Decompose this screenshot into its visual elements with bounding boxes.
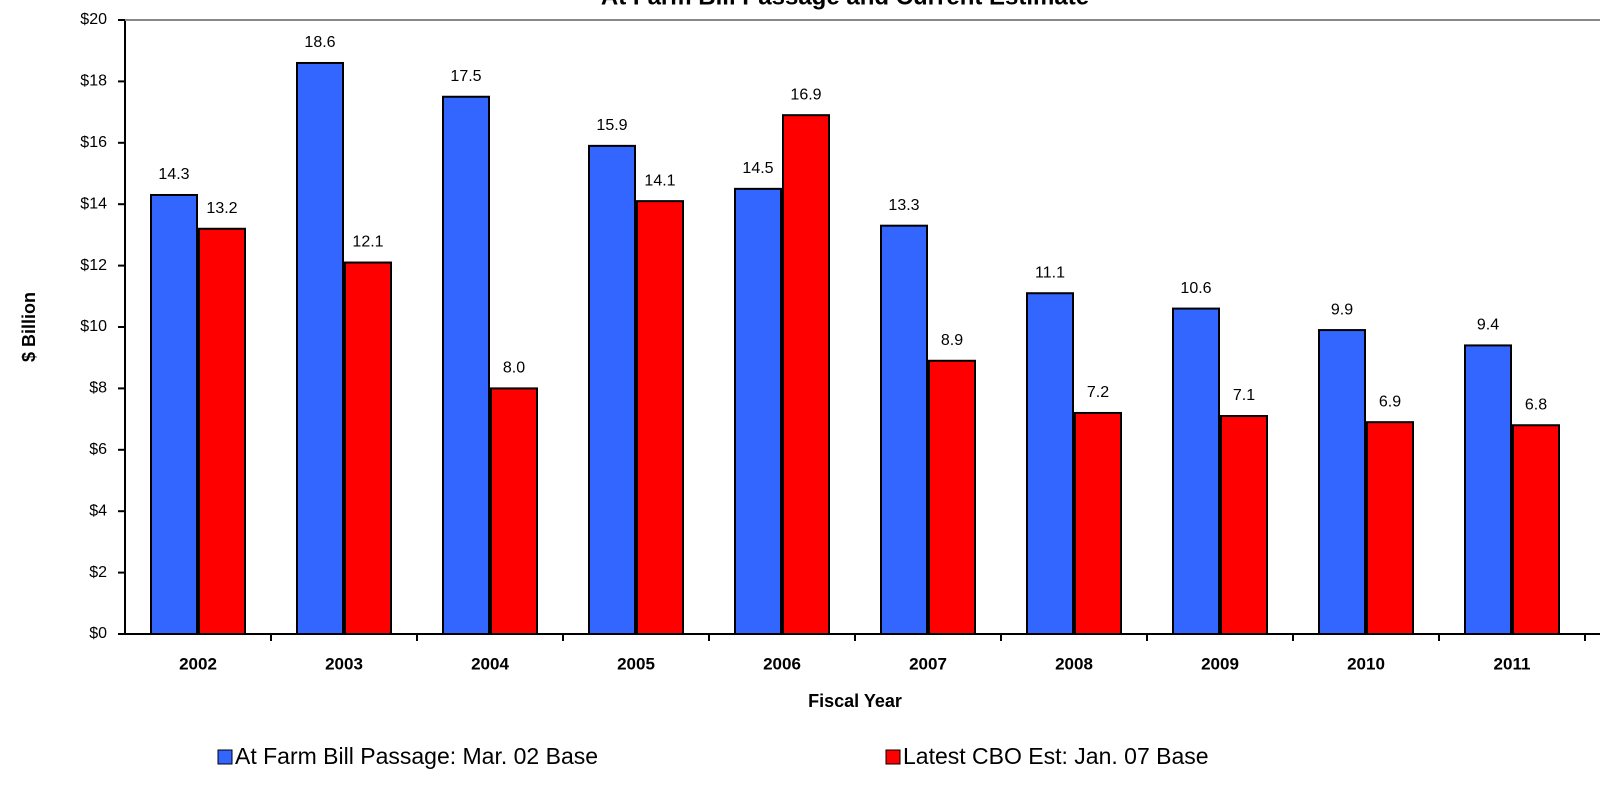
bar — [1220, 415, 1268, 635]
bar — [1318, 329, 1366, 635]
y-tick-label: $18 — [80, 73, 107, 90]
bar — [1464, 344, 1512, 635]
value-label: 7.1 — [1233, 387, 1255, 404]
x-tick-label: 2009 — [1201, 654, 1239, 673]
value-label: 10.6 — [1180, 280, 1211, 297]
value-label: 6.9 — [1379, 393, 1401, 410]
bar — [296, 61, 344, 636]
y-axis-title: $ Billion — [19, 292, 39, 362]
x-tick-label: 2002 — [179, 654, 217, 673]
bar — [150, 193, 198, 636]
bar — [442, 95, 490, 635]
chart-title: At Farm Bill Passage and Current Estimat… — [601, 0, 1089, 10]
value-label: 8.9 — [941, 332, 963, 349]
value-label: 13.3 — [888, 197, 919, 214]
value-label: 6.8 — [1525, 396, 1547, 413]
bar — [1512, 424, 1560, 635]
x-tick-label: 2005 — [617, 654, 655, 673]
value-label: 14.1 — [644, 172, 675, 189]
y-tick-label: $0 — [89, 625, 107, 642]
bar — [782, 114, 830, 636]
value-label: 14.5 — [742, 160, 773, 177]
bar — [1074, 411, 1122, 635]
y-tick-label: $4 — [89, 502, 107, 519]
legend-swatch — [885, 749, 901, 765]
y-tick-label: $20 — [80, 11, 107, 28]
y-tick-label: $14 — [80, 195, 107, 212]
y-tick-label: $2 — [89, 564, 107, 581]
value-label: 17.5 — [450, 68, 481, 85]
bar — [1026, 292, 1074, 635]
value-label: 11.1 — [1035, 264, 1065, 281]
legend-swatch — [217, 749, 233, 765]
y-tick-label: $6 — [89, 441, 107, 458]
y-tick-label: $16 — [80, 134, 107, 151]
bar — [734, 187, 782, 635]
x-tick-label: 2010 — [1347, 654, 1385, 673]
x-tick-label: 2011 — [1494, 654, 1531, 673]
value-label: 9.9 — [1331, 301, 1353, 318]
x-tick-label: 2008 — [1055, 654, 1093, 673]
value-label: 13.2 — [206, 200, 237, 217]
value-label: 18.6 — [304, 34, 335, 51]
legend-label: Latest CBO Est: Jan. 07 Base — [903, 743, 1209, 769]
y-tick-label: $8 — [89, 380, 107, 397]
bar — [928, 359, 976, 635]
x-tick-label: 2007 — [909, 654, 947, 673]
bar — [1172, 307, 1220, 635]
y-tick-label: $12 — [80, 257, 107, 274]
bar — [636, 200, 684, 635]
value-label: 7.2 — [1087, 384, 1109, 401]
bar — [198, 227, 246, 635]
value-label: 8.0 — [503, 360, 525, 377]
value-label: 15.9 — [596, 117, 627, 134]
x-tick-label: 2006 — [763, 654, 801, 673]
bar — [344, 261, 392, 635]
bar — [880, 224, 928, 635]
legend-label: At Farm Bill Passage: Mar. 02 Base — [235, 743, 598, 769]
value-label: 9.4 — [1477, 317, 1499, 334]
bar — [490, 387, 538, 635]
value-label: 14.3 — [158, 166, 189, 183]
x-axis-title: Fiscal Year — [808, 691, 902, 711]
bar — [1366, 421, 1414, 636]
x-tick-label: 2003 — [325, 654, 363, 673]
value-label: 16.9 — [790, 86, 821, 103]
value-label: 12.1 — [352, 234, 383, 251]
y-tick-label: $10 — [80, 318, 107, 335]
bar — [588, 144, 636, 635]
x-tick-label: 2004 — [471, 654, 509, 673]
